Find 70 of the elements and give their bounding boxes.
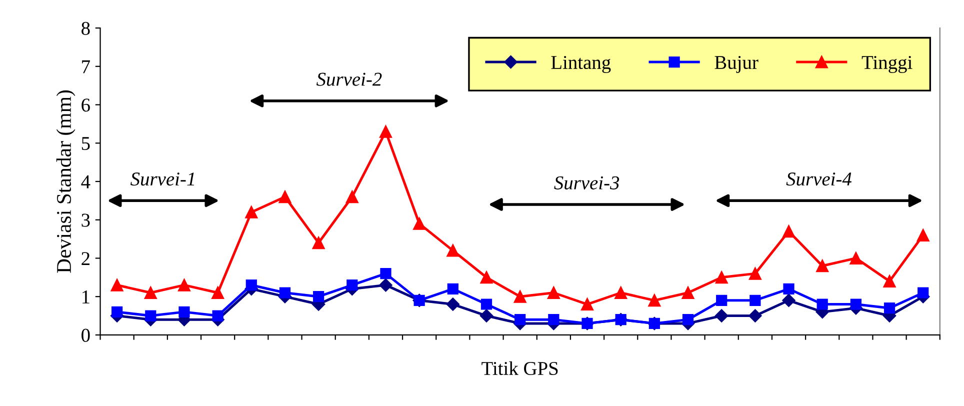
legend-label: Lintang [551,56,611,74]
point [313,291,324,302]
point [110,278,124,292]
point [884,302,896,314]
point [379,125,392,138]
point [782,294,796,308]
y-tick-label: 7 [82,60,90,74]
y-tick-label: 5 [82,137,90,150]
point [480,298,492,310]
point [850,298,862,310]
legend-label: Tinggi [862,56,912,74]
point [212,286,224,299]
point [480,309,494,322]
point [346,190,358,204]
point [480,271,493,284]
point [715,271,728,284]
point [279,287,291,298]
point [783,283,794,294]
annotation: Survei-1 [130,172,194,186]
y-tick-label: 8 [82,22,90,35]
y-tick-label: 0 [82,328,90,342]
point [278,190,292,204]
point [246,280,257,291]
point [379,278,392,292]
point [748,309,762,322]
point [883,274,896,288]
point [312,236,325,250]
annotation: Survei-3 [554,176,620,190]
point [782,225,796,238]
point [682,286,694,299]
point [748,267,762,280]
point [614,286,628,299]
y-tick-label: 3 [82,214,90,227]
point [178,306,190,318]
point [144,286,157,299]
point [212,310,224,322]
y-tick-label: 4 [81,175,90,188]
point [750,294,761,306]
point [648,294,661,307]
point [816,298,828,310]
point [918,287,929,298]
point [514,290,526,303]
point [816,260,829,272]
x-axis-title: Titik GPS [482,361,558,376]
legend-label: Bujur [714,56,758,73]
annotation: Survei-4 [786,172,852,186]
point [716,294,728,306]
y-tick-label: 1 [82,290,90,304]
point [245,206,258,218]
point [850,252,862,264]
point [446,298,460,311]
point [446,244,460,257]
point [380,268,392,280]
y-tick-label: 2 [82,252,90,265]
point [682,314,694,326]
y-axis-title: Deviasi Standar (mm) [56,90,76,273]
point [447,283,458,294]
point [145,310,156,322]
point [111,306,123,318]
point [548,314,560,326]
point [547,286,560,299]
point [581,298,594,311]
point [916,228,930,242]
point [514,314,526,326]
point [346,280,358,291]
y-tick-label: 6 [82,98,90,112]
annotation: Survei-2 [316,72,382,86]
point [715,309,728,322]
point [413,217,426,230]
point [178,278,190,292]
